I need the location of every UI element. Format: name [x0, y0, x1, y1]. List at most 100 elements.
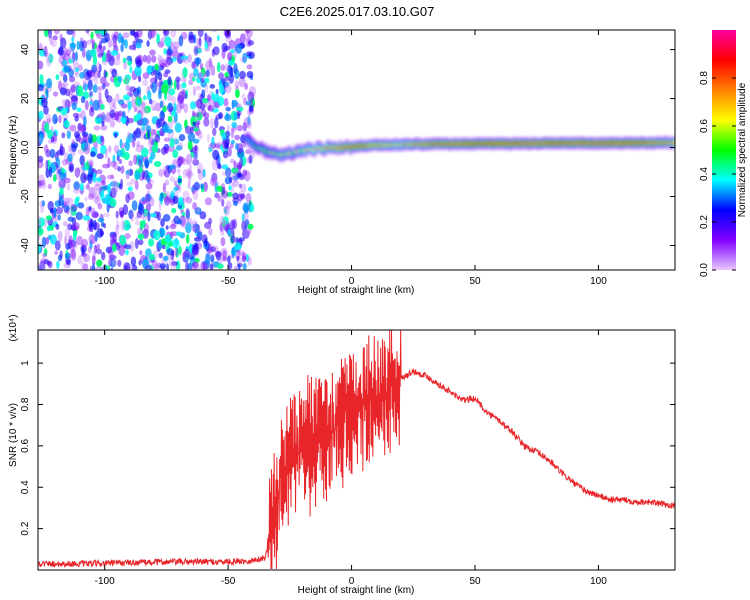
noise-speck	[178, 245, 182, 255]
x-tick-label: -100	[95, 576, 115, 587]
noise-speck	[228, 60, 235, 66]
noise-speck	[77, 85, 84, 97]
noise-speck	[79, 155, 85, 166]
noise-speck	[229, 67, 234, 78]
noise-speck	[66, 259, 71, 266]
noise-speck	[197, 30, 204, 38]
noise-speck	[142, 211, 150, 221]
noise-speck	[142, 79, 148, 87]
noise-speck	[102, 83, 106, 90]
noise-speck	[112, 98, 117, 107]
noise-speck	[101, 121, 105, 127]
x-tick-label: -100	[95, 276, 115, 287]
noise-speck	[242, 171, 248, 176]
noise-speck	[249, 150, 255, 160]
noise-speck	[56, 206, 63, 215]
noise-speck	[230, 253, 234, 259]
snr-panel: -100 -50 0 50 100 0.2 0.4 0.6 0.8 1 Height of st…	[8, 314, 676, 596]
noise-speck	[196, 207, 200, 213]
noise-speck	[166, 263, 169, 270]
noise-speck	[125, 249, 129, 256]
noise-speck	[177, 142, 184, 149]
x-tick-label: -50	[221, 276, 236, 287]
noise-speck	[100, 104, 105, 110]
noise-speck	[98, 40, 102, 50]
spectrogram-noise	[38, 30, 257, 270]
noise-speck	[197, 107, 202, 119]
noise-speck	[155, 120, 159, 130]
noise-speck	[245, 192, 252, 203]
noise-speck	[188, 251, 191, 258]
noise-speck	[156, 33, 161, 45]
noise-speck	[192, 202, 198, 210]
noise-speck	[123, 77, 130, 85]
noise-speck	[71, 30, 76, 38]
noise-speck	[216, 162, 222, 169]
noise-speck	[199, 62, 204, 70]
noise-speck	[46, 117, 51, 123]
noise-speck	[134, 65, 142, 77]
noise-speck	[112, 102, 116, 108]
noise-speck	[245, 101, 251, 106]
noise-speck	[174, 122, 182, 133]
noise-speck	[107, 183, 112, 195]
noise-speck	[208, 143, 215, 152]
noise-speck	[171, 208, 177, 214]
noise-speck	[171, 261, 179, 267]
noise-speck	[194, 207, 202, 215]
noise-speck	[96, 259, 103, 268]
noise-speck	[221, 190, 229, 199]
noise-speck	[241, 252, 247, 261]
noise-speck	[248, 186, 253, 192]
noise-speck	[68, 58, 74, 64]
noise-speck	[222, 249, 227, 260]
noise-speck	[150, 71, 156, 76]
noise-speck	[245, 149, 252, 155]
noise-speck	[70, 250, 74, 259]
noise-speck	[130, 211, 134, 222]
noise-speck	[128, 160, 133, 167]
noise-speck	[243, 116, 251, 128]
noise-speck	[74, 167, 81, 178]
noise-speck	[244, 219, 250, 226]
noise-speck	[237, 250, 245, 256]
noise-speck	[234, 80, 239, 90]
noise-speck	[73, 181, 80, 191]
noise-speck	[44, 217, 48, 229]
snr-y-ticks: 0.2 0.4 0.6 0.8 1	[20, 360, 675, 536]
noise-speck	[221, 186, 226, 195]
noise-speck	[163, 169, 171, 178]
noise-speck	[244, 170, 251, 182]
noise-speck	[198, 37, 202, 47]
noise-speck	[220, 64, 226, 71]
y-tick-label: -20	[20, 189, 31, 204]
noise-speck	[241, 255, 247, 263]
noise-speck	[52, 35, 58, 41]
noise-speck	[211, 159, 219, 171]
noise-speck	[45, 236, 50, 245]
noise-speck	[192, 86, 197, 96]
noise-speck	[56, 260, 60, 270]
noise-speck	[57, 214, 61, 221]
noise-speck	[229, 176, 233, 184]
noise-speck	[191, 219, 198, 231]
noise-speck	[205, 60, 213, 71]
noise-speck	[48, 234, 52, 240]
noise-speck	[77, 255, 83, 265]
noise-speck	[81, 238, 89, 248]
noise-speck	[172, 195, 179, 205]
noise-speck	[209, 84, 216, 89]
noise-speck	[79, 71, 85, 79]
noise-speck	[57, 168, 62, 175]
noise-speck	[212, 127, 217, 136]
noise-speck	[68, 145, 72, 153]
noise-speck	[182, 251, 187, 263]
noise-speck	[214, 192, 220, 199]
noise-speck	[46, 260, 52, 266]
noise-speck	[215, 141, 223, 148]
noise-speck	[197, 72, 204, 79]
noise-speck	[240, 155, 247, 167]
noise-speck	[123, 262, 131, 270]
noise-speck	[109, 105, 117, 111]
